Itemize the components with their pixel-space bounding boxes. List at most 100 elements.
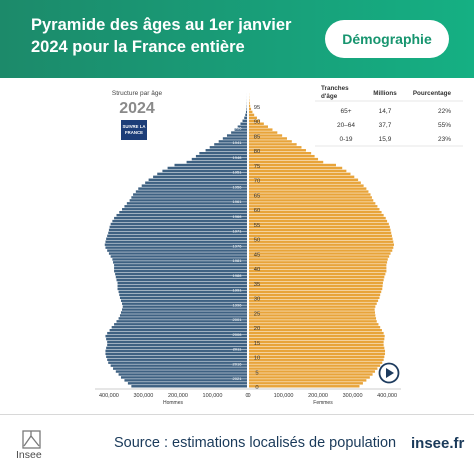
men-bar bbox=[122, 305, 247, 308]
men-bar bbox=[106, 355, 247, 358]
table-cell-millions: 14,7 bbox=[379, 108, 392, 115]
women-bar bbox=[249, 314, 376, 317]
men-bar bbox=[195, 154, 247, 158]
men-bar bbox=[115, 275, 247, 279]
women-bar bbox=[249, 296, 380, 299]
women-bar bbox=[249, 128, 273, 131]
x-tick-label-men: 300,000 bbox=[133, 393, 153, 399]
insee-site-link[interactable]: insee.fr bbox=[411, 435, 465, 452]
women-bar bbox=[249, 249, 393, 252]
men-bar bbox=[105, 240, 247, 243]
women-bar bbox=[249, 299, 379, 302]
men-bar bbox=[135, 190, 247, 193]
birth-year-label: 1986 bbox=[233, 273, 243, 278]
birth-year-label: 1956 bbox=[233, 184, 243, 189]
x-axis: 400,000 300,000 200,000 100,000 0 0 100,000 200… bbox=[95, 388, 401, 406]
men-bar bbox=[117, 287, 248, 291]
men-bar bbox=[124, 379, 247, 382]
women-bar bbox=[249, 163, 336, 167]
men-bar bbox=[108, 361, 247, 364]
women-bar bbox=[249, 107, 252, 111]
women-bar bbox=[249, 202, 376, 205]
men-bar bbox=[105, 352, 247, 356]
women-bar bbox=[249, 364, 381, 367]
x-tick-label-women: 400,000 bbox=[377, 393, 397, 399]
x-tick-label-men: 400,000 bbox=[99, 393, 119, 399]
men-bar bbox=[118, 317, 247, 320]
table-cell-percentage: 55% bbox=[438, 122, 451, 129]
women-bar bbox=[249, 146, 302, 149]
men-bar bbox=[245, 113, 247, 117]
men-bar bbox=[115, 272, 247, 276]
men-bar bbox=[116, 278, 247, 282]
women-bar bbox=[249, 287, 383, 291]
demographie-tag-button[interactable]: Démographie bbox=[325, 20, 449, 58]
women-bar bbox=[249, 116, 257, 120]
men-bar bbox=[133, 193, 247, 196]
women-bar bbox=[249, 349, 386, 353]
women-bar bbox=[249, 222, 389, 226]
women-bar bbox=[249, 219, 388, 223]
women-bar bbox=[249, 187, 367, 190]
insee-logo-icon bbox=[22, 430, 41, 449]
men-bar bbox=[110, 222, 247, 226]
men-bar bbox=[191, 157, 247, 161]
women-bar bbox=[249, 237, 393, 240]
age-tick-label: 70 bbox=[254, 179, 260, 185]
women-bar bbox=[249, 302, 377, 305]
men-bar bbox=[120, 311, 247, 314]
men-bar bbox=[114, 216, 247, 220]
men-bar bbox=[226, 134, 247, 137]
badge-background bbox=[121, 120, 147, 140]
x-tick-label-men: 0 bbox=[245, 393, 248, 399]
men-bar bbox=[112, 219, 247, 223]
men-bar bbox=[127, 382, 247, 385]
women-bar bbox=[249, 134, 283, 137]
women-bar bbox=[249, 122, 264, 125]
men-bar bbox=[106, 346, 247, 350]
play-button[interactable] bbox=[378, 362, 400, 384]
women-bar bbox=[249, 272, 386, 276]
men-bar bbox=[119, 296, 247, 299]
men-bar bbox=[104, 243, 247, 246]
men-bar bbox=[186, 160, 247, 164]
birth-year-label: 1981 bbox=[233, 258, 243, 263]
age-tick-label: 5 bbox=[255, 370, 258, 376]
women-bar bbox=[249, 326, 381, 329]
women-bar bbox=[249, 160, 324, 164]
men-bar bbox=[120, 376, 247, 379]
badge-text: SUIVRE LA FRANCE bbox=[122, 124, 146, 135]
men-bar bbox=[106, 337, 247, 341]
suivre-la-france-badge[interactable]: SUIVRE LA FRANCE bbox=[121, 120, 147, 141]
x-tick-label-women: 0 bbox=[247, 393, 250, 399]
men-bar bbox=[131, 196, 247, 199]
men-bar bbox=[114, 264, 247, 267]
birth-year-label: 1951 bbox=[233, 170, 243, 175]
women-bar bbox=[249, 181, 361, 184]
men-bar bbox=[107, 358, 247, 361]
women-bar bbox=[249, 113, 255, 117]
women-bar bbox=[249, 184, 364, 187]
women-bar bbox=[249, 261, 388, 264]
men-bar bbox=[109, 225, 247, 229]
women-bar bbox=[249, 264, 387, 267]
men-bar bbox=[167, 166, 247, 170]
women-bar bbox=[249, 361, 383, 364]
age-tick-label: 20 bbox=[254, 326, 260, 332]
men-bar bbox=[113, 261, 247, 264]
age-tick-label: 25 bbox=[254, 311, 260, 317]
men-bar bbox=[209, 146, 247, 149]
men-bar bbox=[131, 385, 247, 388]
birth-year-label: 2016 bbox=[233, 361, 243, 366]
birth-year-axis: 2021 2016 2011 2006 2001 1996 1991 1986 1981 1976… bbox=[233, 111, 243, 381]
age-tick-label: 40 bbox=[254, 267, 260, 273]
women-bars bbox=[249, 93, 394, 388]
birth-year-label: 1961 bbox=[233, 199, 243, 204]
table-cell-group: 65+ bbox=[340, 108, 351, 115]
men-bar bbox=[116, 320, 247, 323]
women-bar bbox=[249, 152, 312, 155]
women-bar bbox=[249, 234, 392, 238]
men-bar bbox=[237, 125, 247, 128]
women-bar bbox=[249, 329, 382, 332]
men-bar bbox=[222, 137, 247, 140]
